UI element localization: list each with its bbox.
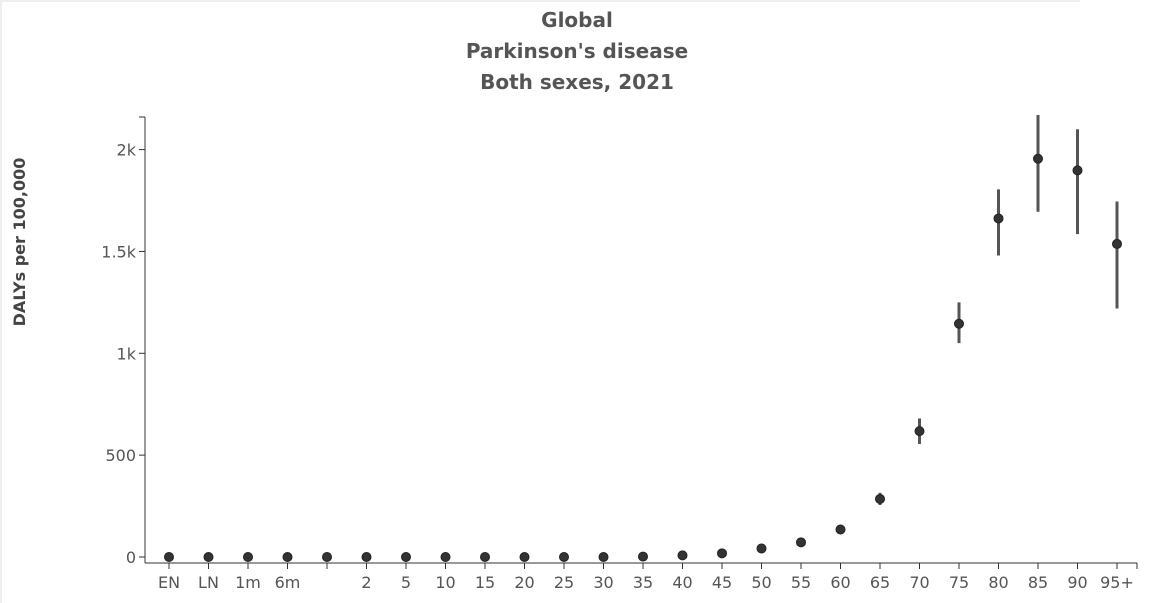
chart-title-line-2: Parkinson's disease [466, 39, 688, 63]
x-tick-label: 25 [554, 573, 574, 592]
data-point [796, 537, 806, 548]
y-tick-label: 500 [105, 446, 136, 465]
x-tick-label: 35 [633, 573, 653, 592]
x-tick-label: 90 [1067, 573, 1087, 592]
chart-title-line-1: Global [541, 8, 613, 32]
data-point [401, 552, 411, 562]
x-tick-label: LN [198, 573, 219, 592]
data-point [559, 552, 569, 562]
data-point [598, 552, 609, 562]
y-tick-label: 0 [126, 548, 136, 567]
x-tick-label: 95+ [1100, 573, 1134, 592]
data-point [1033, 153, 1043, 164]
data-point [322, 552, 332, 562]
data-point [756, 543, 767, 554]
x-tick-label: 6m [275, 573, 301, 592]
x-tick-label: 10 [435, 573, 455, 592]
data-point [480, 552, 490, 562]
x-tick-label: 60 [830, 573, 850, 592]
x-tick-label: 70 [909, 573, 929, 592]
x-tick-label: 80 [988, 573, 1008, 592]
data-point [282, 552, 293, 562]
data-point [914, 426, 925, 437]
y-tick-label: 1.5k [101, 242, 136, 261]
data-point [717, 548, 727, 559]
data-point [1072, 165, 1083, 176]
x-tick-label: 45 [712, 573, 732, 592]
data-point [677, 550, 688, 561]
x-tick-label: 55 [791, 573, 811, 592]
x-tick-label: 75 [949, 573, 969, 592]
x-tick-label: EN [158, 573, 180, 592]
data-point [1112, 238, 1122, 249]
x-tick-label: 20 [514, 573, 534, 592]
x-tick-label: 1m [235, 573, 261, 592]
data-points [164, 153, 1122, 562]
x-tick-label: 30 [593, 573, 613, 592]
chart-title-line-3: Both sexes, 2021 [480, 70, 674, 94]
data-point [875, 493, 885, 504]
data-point [203, 552, 214, 562]
x-tick-label: 40 [672, 573, 692, 592]
x-tick-label: 2 [361, 573, 371, 592]
data-point [164, 552, 174, 562]
x-tick-label: 85 [1028, 573, 1048, 592]
data-point [243, 552, 253, 562]
error-bars [641, 114, 1119, 557]
data-point [519, 552, 530, 562]
x-tick-label: 5 [401, 573, 411, 592]
data-point [361, 552, 372, 562]
data-point [993, 213, 1004, 224]
x-tick-label: 65 [870, 573, 890, 592]
data-point [638, 551, 648, 562]
data-point [440, 552, 451, 562]
y-tick-label: 1k [117, 344, 137, 363]
x-tick-label: 15 [475, 573, 495, 592]
y-axis-label: DALYs per 100,000 [10, 158, 29, 327]
data-point [835, 524, 846, 535]
x-tick-label: 50 [751, 573, 771, 592]
y-tick-label: 2k [117, 141, 137, 160]
data-point [954, 318, 964, 329]
